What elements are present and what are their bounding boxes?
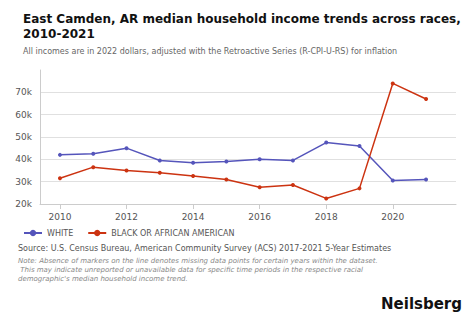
svg-text:BLACK OR AFRICAN AMERICAN: BLACK OR AFRICAN AMERICAN [111,229,234,238]
svg-text:2010: 2010 [49,212,72,222]
svg-text:Source: U.S. Census Bureau, Am: Source: U.S. Census Bureau, American Com… [18,244,391,253]
svg-text:40k: 40k [15,154,32,164]
svg-text:East Camden, AR median househo: East Camden, AR median household income … [23,12,461,26]
svg-text:2010-2021: 2010-2021 [23,27,95,41]
svg-text:2018: 2018 [315,212,338,222]
svg-text:30k: 30k [15,177,32,187]
svg-text:2020: 2020 [381,212,404,222]
svg-text:WHITE: WHITE [47,229,73,238]
svg-text:This may indicate unreported o: This may indicate unreported or unavaila… [18,266,365,274]
svg-text:2014: 2014 [182,212,205,222]
svg-text:Note: Absence of markers on th: Note: Absence of markers on the line den… [18,257,378,265]
svg-text:Neilsberg: Neilsberg [381,295,462,313]
svg-text:70k: 70k [15,87,32,97]
svg-text:20k: 20k [15,199,32,209]
svg-text:All incomes are in 2022 dollar: All incomes are in 2022 dollars, adjuste… [23,47,397,56]
svg-text:50k: 50k [15,132,32,142]
svg-text:60k: 60k [15,110,32,120]
svg-text:2012: 2012 [115,212,138,222]
svg-text:demographic's median household: demographic's median household income tr… [18,275,188,283]
svg-text:2016: 2016 [248,212,271,222]
